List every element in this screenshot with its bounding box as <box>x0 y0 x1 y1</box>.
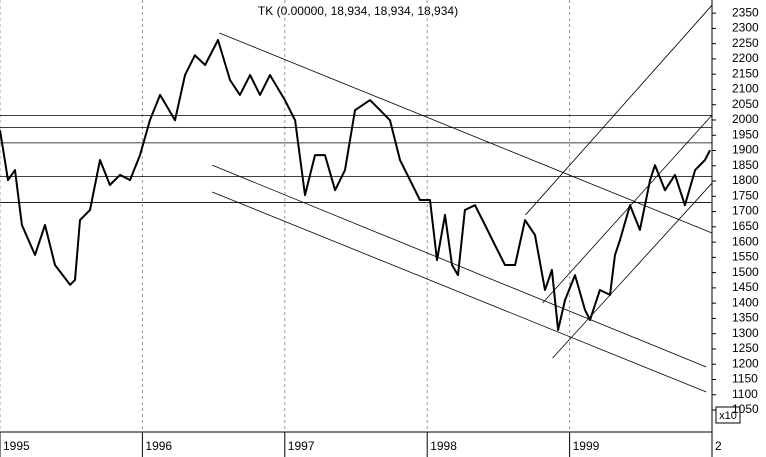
y-tick-label: 1500 <box>732 265 759 279</box>
y-tick-label: 1800 <box>732 173 759 187</box>
trend-line <box>552 182 713 359</box>
chart-title: TK (0.00000, 18,934, 18,934, 18,934) <box>258 4 458 18</box>
x-tick-label: 1996 <box>145 439 172 453</box>
y-tick-label: 1150 <box>732 372 758 386</box>
y-tick-label: 1750 <box>732 188 759 202</box>
x-tick-label: 1997 <box>288 439 315 453</box>
x-tick-label: 1999 <box>573 439 600 453</box>
y-tick-label: 2250 <box>732 36 759 50</box>
y-tick-label: 1650 <box>732 219 759 233</box>
y-tick-label: 2150 <box>732 66 759 80</box>
trend-line <box>525 4 713 216</box>
y-tick-label: 2100 <box>732 82 759 96</box>
y-tick-label: 2300 <box>732 21 759 35</box>
y-tick-label: 1700 <box>732 204 759 218</box>
y-tick-label: 1450 <box>732 280 759 294</box>
multiplier: x10 <box>719 410 737 422</box>
y-tick-label: 1350 <box>732 311 759 325</box>
y-tick-label: 1300 <box>732 326 759 340</box>
y-tick-label: 2200 <box>732 51 759 65</box>
y-tick-label: 2350 <box>732 5 759 19</box>
trend-line <box>219 32 713 234</box>
y-tick-label: 1100 <box>732 387 758 401</box>
y-tick-label: 1900 <box>732 143 759 157</box>
y-tick-label: 2000 <box>732 112 759 126</box>
x-tick-label: 1995 <box>3 439 30 453</box>
y-tick-label: 1550 <box>732 250 759 264</box>
y-tick-label: 1600 <box>732 234 759 248</box>
multiplier-box <box>715 406 741 424</box>
x-tick-label: 2 <box>715 439 722 453</box>
price-line <box>0 39 711 331</box>
x-tick-label: 1998 <box>430 439 457 453</box>
trend-line <box>542 114 713 304</box>
y-tick-label: 1250 <box>732 341 759 355</box>
y-tick-label: 1400 <box>732 295 759 309</box>
trend-line <box>212 191 707 393</box>
y-tick-label: 1950 <box>732 127 759 141</box>
y-tick-label: 1850 <box>732 158 759 172</box>
y-tick-label: 1200 <box>732 356 759 370</box>
y-tick-label: 2050 <box>732 97 759 111</box>
y-tick-label: 1050 <box>732 402 759 416</box>
